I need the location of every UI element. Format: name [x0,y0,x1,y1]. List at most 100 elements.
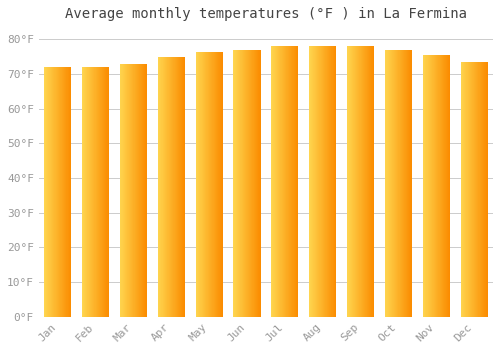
Bar [352,47,353,317]
Bar [465,62,466,317]
Bar [249,50,250,317]
Bar [405,50,406,317]
Bar [221,51,222,317]
Bar [361,47,362,317]
Bar [54,67,55,317]
Bar [174,57,175,317]
Bar [198,51,199,317]
Bar [129,64,130,317]
Bar [85,67,86,317]
Bar [50,67,51,317]
Bar [443,55,444,317]
Bar [486,62,487,317]
Bar [362,47,364,317]
Bar [478,62,479,317]
Bar [200,51,201,317]
Bar [212,51,213,317]
Bar [104,67,105,317]
Bar [322,47,324,317]
Bar [254,50,255,317]
Bar [52,67,53,317]
Bar [410,50,411,317]
Bar [173,57,174,317]
Bar [128,64,129,317]
Bar [107,67,108,317]
Bar [48,67,49,317]
Bar [196,51,197,317]
Bar [90,67,91,317]
Bar [320,47,321,317]
Bar [367,47,368,317]
Bar [357,47,358,317]
Bar [122,64,123,317]
Bar [472,62,473,317]
Bar [252,50,253,317]
Bar [462,62,463,317]
Bar [333,47,334,317]
Bar [315,47,316,317]
Bar [292,47,293,317]
Bar [253,50,254,317]
Bar [92,67,93,317]
Bar [274,47,275,317]
Bar [463,62,464,317]
Bar [286,47,287,317]
Bar [291,47,292,317]
Bar [360,47,361,317]
Bar [387,50,388,317]
Bar [396,50,397,317]
Bar [310,47,312,317]
Bar [422,55,423,317]
Bar [293,47,294,317]
Bar [430,55,431,317]
Bar [407,50,408,317]
Bar [385,50,386,317]
Bar [222,51,223,317]
Bar [441,55,442,317]
Bar [201,51,202,317]
Bar [272,47,273,317]
Bar [328,47,330,317]
Bar [403,50,404,317]
Bar [482,62,483,317]
Bar [63,67,64,317]
Bar [364,47,365,317]
Bar [103,67,104,317]
Bar [209,51,210,317]
Bar [479,62,480,317]
Bar [485,62,486,317]
Bar [239,50,240,317]
Bar [144,64,145,317]
Bar [218,51,219,317]
Bar [429,55,430,317]
Bar [88,67,89,317]
Bar [468,62,469,317]
Bar [275,47,276,317]
Bar [401,50,402,317]
Bar [436,55,437,317]
Bar [477,62,478,317]
Bar [87,67,88,317]
Bar [166,57,167,317]
Bar [484,62,485,317]
Bar [242,50,243,317]
Bar [256,50,257,317]
Bar [199,51,200,317]
Bar [319,47,320,317]
Bar [56,67,57,317]
Bar [61,67,62,317]
Bar [397,50,398,317]
Bar [170,57,171,317]
Bar [356,47,357,317]
Bar [236,50,237,317]
Bar [325,47,326,317]
Bar [424,55,425,317]
Bar [330,47,331,317]
Bar [247,50,248,317]
Bar [404,50,405,317]
Bar [288,47,289,317]
Bar [259,50,260,317]
Bar [370,47,371,317]
Bar [284,47,285,317]
Bar [93,67,94,317]
